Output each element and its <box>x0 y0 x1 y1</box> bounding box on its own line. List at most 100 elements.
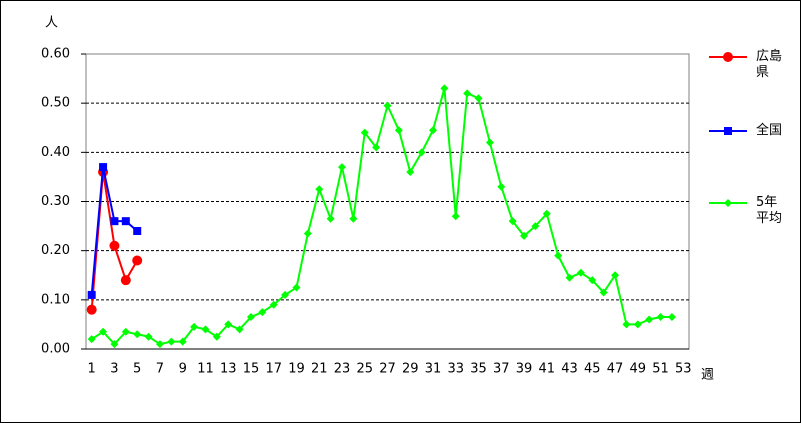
marker <box>144 332 153 341</box>
marker <box>656 313 665 322</box>
marker <box>281 290 290 299</box>
marker <box>633 320 642 329</box>
marker <box>133 227 142 235</box>
marker <box>723 52 733 62</box>
x-tick-label: 27 <box>379 362 396 377</box>
marker <box>315 185 324 194</box>
x-tick-label: 25 <box>356 362 373 377</box>
legend-label: 広島県 <box>756 49 783 80</box>
x-tick-label: 19 <box>288 362 305 377</box>
y-tick-label: 0.20 <box>41 243 70 258</box>
x-tick-label: 5 <box>133 362 141 377</box>
marker <box>724 199 732 207</box>
marker <box>497 182 506 191</box>
marker <box>554 251 563 260</box>
x-tick-label: 37 <box>493 362 510 377</box>
marker <box>292 283 301 292</box>
x-tick-label: 17 <box>265 362 282 377</box>
marker <box>463 89 472 98</box>
marker <box>429 126 438 135</box>
x-tick-label: 13 <box>220 362 237 377</box>
x-tick-label: 53 <box>675 362 692 377</box>
marker <box>520 231 529 240</box>
x-tick-label: 49 <box>630 362 647 377</box>
marker <box>109 240 120 251</box>
marker <box>451 212 460 221</box>
marker <box>178 337 187 346</box>
y-axis-label: 人 <box>45 16 58 31</box>
marker <box>246 313 255 322</box>
marker <box>121 217 130 226</box>
marker <box>360 128 369 137</box>
marker <box>383 101 392 110</box>
marker <box>258 308 267 317</box>
y-tick-label: 0.30 <box>41 194 70 209</box>
marker <box>531 222 540 231</box>
marker <box>269 300 278 309</box>
marker <box>542 209 551 218</box>
marker <box>394 126 403 135</box>
x-tick-label: 11 <box>197 362 214 377</box>
marker <box>99 327 108 336</box>
marker <box>667 313 676 322</box>
x-tick-label: 33 <box>447 362 464 377</box>
x-tick-label: 31 <box>425 362 442 377</box>
marker <box>121 327 130 336</box>
marker <box>155 340 164 349</box>
marker <box>474 94 483 103</box>
marker <box>201 325 210 334</box>
legend-label: 全国 <box>756 123 783 138</box>
x-tick-label: 43 <box>561 362 578 377</box>
marker <box>86 304 97 315</box>
marker <box>99 163 108 172</box>
marker <box>87 290 96 299</box>
x-tick-label: 45 <box>584 362 601 377</box>
marker <box>110 217 119 226</box>
x-tick-label: 23 <box>334 362 351 377</box>
x-tick-label: 7 <box>156 362 164 377</box>
marker <box>372 143 381 152</box>
marker <box>417 148 426 157</box>
x-tick-label: 47 <box>607 362 624 377</box>
marker <box>645 315 654 324</box>
marker <box>508 217 517 226</box>
marker <box>611 271 620 280</box>
x-tick-label: 9 <box>179 362 187 377</box>
x-tick-label: 39 <box>516 362 533 377</box>
x-tick-label: 51 <box>652 362 669 377</box>
marker <box>576 268 585 277</box>
marker <box>235 325 244 334</box>
marker <box>349 214 358 223</box>
y-tick-label: 0.60 <box>41 47 70 62</box>
marker <box>303 229 312 238</box>
y-tick-label: 0.10 <box>41 292 70 307</box>
series-line <box>91 88 672 346</box>
marker <box>588 276 597 285</box>
y-tick-label: 0.40 <box>41 145 70 160</box>
marker <box>110 340 119 349</box>
marker <box>724 127 732 135</box>
x-tick-label: 3 <box>110 362 118 377</box>
x-tick-label: 1 <box>88 362 96 377</box>
marker <box>565 273 574 282</box>
marker <box>326 214 335 223</box>
marker <box>622 320 631 329</box>
marker <box>406 168 415 176</box>
x-tick-label: 21 <box>311 362 328 377</box>
legend-label: 5年平均 <box>756 195 783 226</box>
marker <box>133 330 142 339</box>
x-tick-label: 35 <box>470 362 487 377</box>
x-tick-label: 29 <box>402 362 419 377</box>
marker <box>224 320 233 329</box>
marker <box>599 288 608 297</box>
marker <box>485 138 494 147</box>
x-tick-label: 41 <box>539 362 556 377</box>
marker <box>190 322 199 331</box>
x-tick-label: 15 <box>243 362 260 377</box>
marker <box>337 163 346 172</box>
x-axis-label: 週 <box>701 368 714 383</box>
marker <box>120 275 131 286</box>
y-tick-label: 0.00 <box>41 342 70 357</box>
